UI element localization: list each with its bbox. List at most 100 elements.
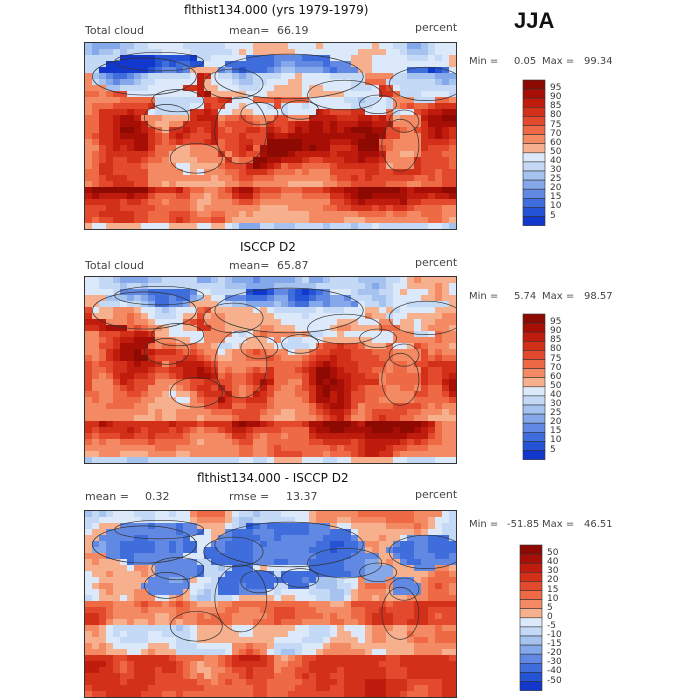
heatmap-cell	[232, 109, 240, 116]
heatmap-cell	[344, 163, 352, 170]
heatmap-cell	[421, 439, 429, 446]
heatmap-cell	[239, 565, 247, 572]
heatmap-cell	[190, 373, 198, 380]
heatmap-cell	[106, 517, 114, 524]
heatmap-cell	[162, 157, 170, 164]
heatmap-cell	[106, 289, 114, 296]
heatmap-cell	[288, 679, 296, 686]
heatmap-cell	[85, 679, 93, 686]
heatmap-cell	[225, 379, 233, 386]
heatmap-cell	[393, 607, 401, 614]
heatmap-cell	[99, 205, 107, 212]
heatmap-cell	[344, 631, 352, 638]
heatmap-cell	[162, 661, 170, 668]
heatmap-cell	[232, 457, 240, 463]
heatmap-cell	[141, 139, 149, 146]
heatmap-cell	[211, 103, 219, 110]
heatmap-cell	[85, 163, 93, 170]
heatmap-cell	[386, 427, 394, 434]
heatmap-cell	[442, 415, 450, 422]
heatmap-cell	[232, 337, 240, 344]
heatmap-cell	[92, 673, 100, 680]
heatmap-cell	[176, 295, 184, 302]
heatmap-cell	[127, 211, 135, 218]
heatmap-cell	[85, 661, 93, 668]
heatmap-cell	[372, 121, 380, 128]
heatmap-cell	[211, 457, 219, 463]
heatmap-cell	[288, 331, 296, 338]
heatmap-cell	[358, 451, 366, 458]
heatmap-cell	[302, 385, 310, 392]
heatmap-cell	[344, 559, 352, 566]
heatmap-cell	[211, 529, 219, 536]
heatmap-cell	[246, 523, 254, 530]
heatmap-cell	[435, 181, 443, 188]
colorbar-swatch	[522, 97, 546, 108]
heatmap-cell	[274, 367, 282, 374]
heatmap-cell	[253, 373, 261, 380]
heatmap-cell	[155, 613, 163, 620]
heatmap-cell	[274, 643, 282, 650]
heatmap-cell	[120, 631, 128, 638]
heatmap-cell	[386, 319, 394, 326]
heatmap-cell	[330, 565, 338, 572]
heatmap-cell	[449, 295, 456, 302]
heatmap-cell	[141, 163, 149, 170]
heatmap-cell	[127, 517, 135, 524]
heatmap-cell	[393, 541, 401, 548]
heatmap-cell	[155, 601, 163, 608]
heatmap-cell	[232, 529, 240, 536]
heatmap-cell	[330, 283, 338, 290]
heatmap-cell	[295, 565, 303, 572]
heatmap-cell	[253, 295, 261, 302]
heatmap-cell	[92, 421, 100, 428]
heatmap-cell	[358, 661, 366, 668]
heatmap-cell	[309, 403, 317, 410]
heatmap-cell	[197, 637, 205, 644]
heatmap-cell	[358, 649, 366, 656]
heatmap-cell	[323, 127, 331, 134]
heatmap-cell	[253, 583, 261, 590]
heatmap-cell	[246, 559, 254, 566]
heatmap-cell	[309, 517, 317, 524]
heatmap-cell	[435, 637, 443, 644]
heatmap-cell	[449, 433, 456, 440]
heatmap-cell	[190, 661, 198, 668]
heatmap-cell	[337, 607, 345, 614]
heatmap-cell	[274, 55, 282, 62]
heatmap-cell	[211, 517, 219, 524]
heatmap-cell	[260, 427, 268, 434]
heatmap-cell	[106, 169, 114, 176]
heatmap-cell	[225, 397, 233, 404]
heatmap-cell	[204, 415, 212, 422]
heatmap-cell	[106, 199, 114, 206]
coastline	[281, 334, 320, 354]
heatmap-cell	[337, 163, 345, 170]
heatmap-cell	[92, 637, 100, 644]
heatmap-cell	[449, 379, 456, 386]
heatmap-cell	[302, 187, 310, 194]
heatmap-cell	[176, 415, 184, 422]
heatmap-cell	[106, 583, 114, 590]
heatmap-cell	[295, 559, 303, 566]
heatmap-cell	[288, 67, 296, 74]
heatmap-cell	[85, 595, 93, 602]
heatmap-cell	[92, 283, 100, 290]
heatmap-cell	[421, 313, 429, 320]
heatmap-cell	[365, 187, 373, 194]
heatmap-cell	[435, 43, 443, 50]
heatmap-cell	[449, 205, 456, 212]
heatmap-cell	[267, 283, 275, 290]
heatmap-cell	[400, 541, 408, 548]
heatmap-cell	[288, 217, 296, 224]
heatmap-cell	[386, 193, 394, 200]
heatmap-cell	[148, 403, 156, 410]
heatmap-cell	[253, 175, 261, 182]
heatmap-cell	[162, 343, 170, 350]
heatmap-cell	[232, 577, 240, 584]
heatmap-cell	[351, 535, 359, 542]
heatmap-cell	[351, 283, 359, 290]
colorbar-swatch	[522, 143, 546, 154]
heatmap-cell	[141, 331, 149, 338]
heatmap-cell	[323, 655, 331, 662]
